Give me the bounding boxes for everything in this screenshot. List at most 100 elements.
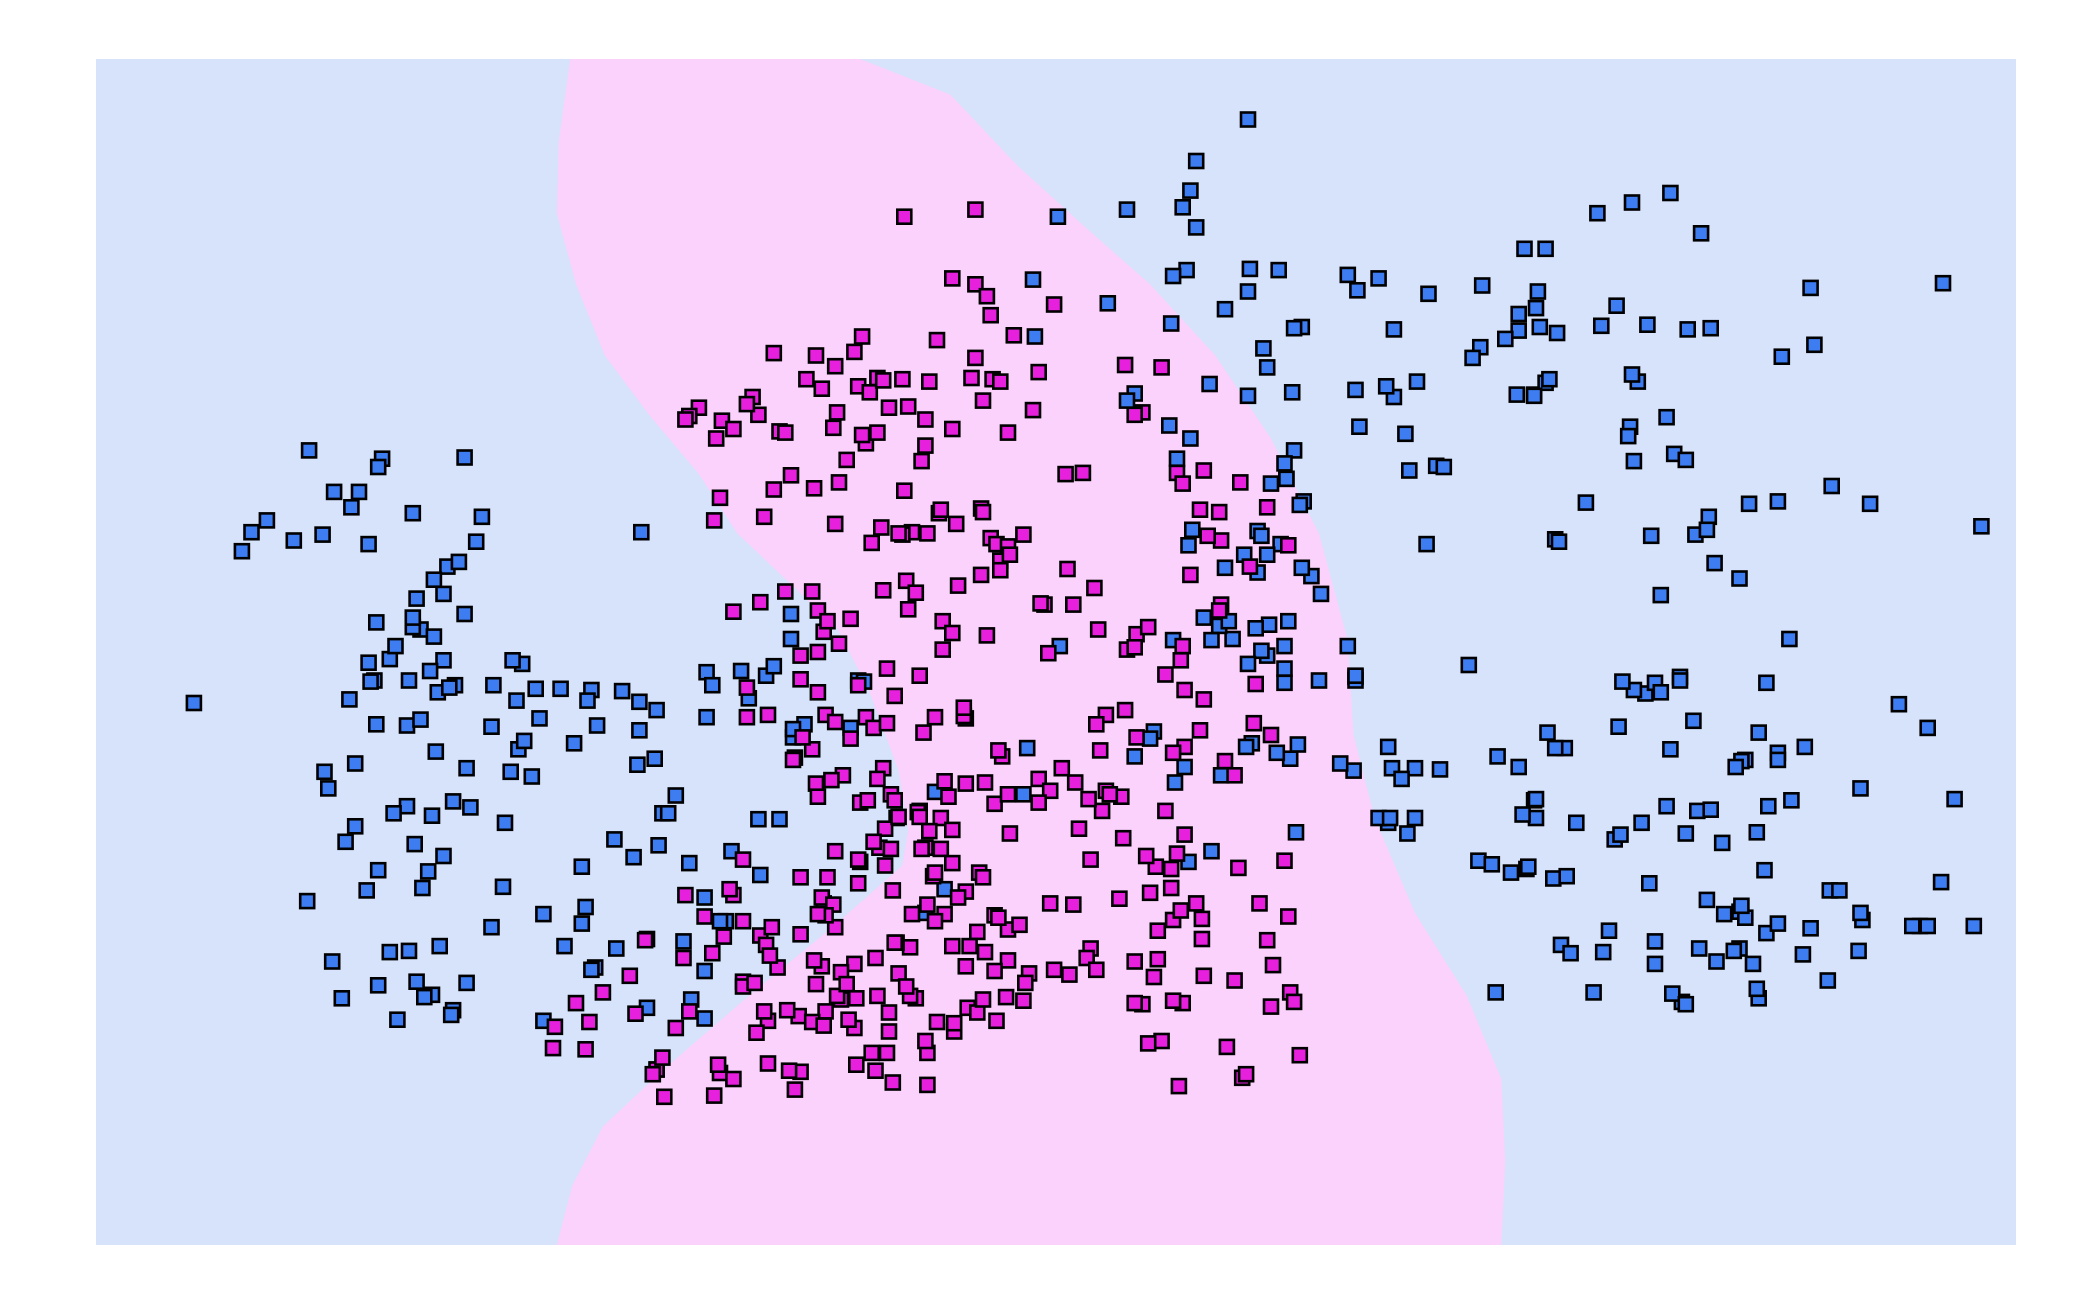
series-1-point-160	[988, 1012, 1005, 1030]
series-0-point-385	[350, 483, 368, 501]
series-1-point-79	[1216, 752, 1234, 770]
series-0-point-32	[1024, 271, 1042, 288]
series-0-point-185	[1965, 917, 1983, 935]
series-1-point-218	[748, 1024, 765, 1041]
series-1-point-261	[780, 1062, 798, 1079]
series-0-point-133	[1689, 802, 1706, 820]
series-0-point-273	[696, 962, 713, 980]
series-0-point-388	[258, 512, 276, 529]
series-0-point-141	[1527, 809, 1545, 827]
series-0-point-360	[316, 763, 333, 781]
series-0-point-277	[675, 933, 692, 950]
series-1-point-100	[1162, 879, 1180, 897]
series-1-point-97	[1162, 860, 1180, 878]
series-1-point-143	[1170, 1077, 1188, 1095]
series-0-point-61	[1347, 381, 1364, 399]
series-0-point-158	[1558, 867, 1575, 885]
series-1-point-346	[1001, 546, 1019, 564]
series-1-point-375	[874, 581, 892, 599]
series-1-point-48	[1015, 526, 1032, 543]
series-1-point-111	[1262, 998, 1280, 1015]
series-1-point-376	[899, 600, 917, 618]
series-1-point-333	[738, 679, 756, 696]
series-1-point-386	[1086, 579, 1103, 597]
series-0-point-76	[1276, 455, 1293, 472]
series-1-point-67	[1212, 532, 1230, 549]
series-0-point-236	[1406, 809, 1424, 827]
series-1-point-59	[1116, 356, 1134, 374]
series-1-point-203	[957, 957, 975, 975]
series-0-point-180	[1690, 940, 1708, 957]
series-1-point-335	[751, 593, 769, 611]
series-0-point-335	[398, 797, 416, 815]
series-0-point-169	[1819, 972, 1837, 989]
series-1-point-180	[917, 1032, 934, 1050]
series-1-point-192	[932, 840, 950, 858]
series-0-point-89	[1698, 521, 1716, 539]
series-1-point-301	[763, 918, 781, 936]
series-1-point-142	[1139, 1035, 1157, 1052]
series-1-point-69	[1182, 566, 1199, 584]
series-1-point-30	[917, 437, 934, 454]
series-0-point-331	[408, 973, 425, 991]
series-1-point-286	[882, 840, 900, 858]
series-1-point-228	[567, 994, 585, 1012]
series-0-point-202	[1260, 616, 1278, 634]
series-0-point-69	[1182, 430, 1199, 447]
series-1-point-352	[863, 534, 881, 552]
series-1-point-148	[1030, 770, 1047, 788]
series-0-point-181	[1698, 891, 1716, 909]
series-0-point-63	[1239, 387, 1257, 405]
series-0-point-162	[1708, 953, 1725, 970]
series-1-point-351	[872, 519, 890, 536]
series-0-point-137	[1546, 739, 1564, 757]
series-0-point-310	[462, 799, 479, 816]
series-1-point-21	[991, 373, 1009, 390]
series-1-point-314	[886, 791, 904, 809]
series-0-point-238	[1345, 762, 1362, 779]
series-0-point-33	[1026, 328, 1044, 345]
series-0-point-284	[588, 717, 606, 734]
series-0-point-127	[1769, 751, 1787, 769]
series-0-point-311	[502, 763, 520, 781]
series-1-point-182	[945, 1014, 963, 1032]
series-0-point-218	[1253, 642, 1270, 660]
series-0-point-164	[1831, 882, 1848, 899]
series-1-point-92	[1093, 802, 1111, 820]
series-0-point-116	[1796, 738, 1814, 756]
series-1-point-219	[680, 1003, 698, 1020]
series-1-point-385	[1089, 621, 1107, 638]
series-0-point-308	[398, 717, 416, 734]
series-1-point-151	[1001, 825, 1019, 842]
series-1-point-6	[1045, 296, 1063, 313]
series-1-point-225	[644, 1065, 662, 1083]
series-1-point-109	[1195, 967, 1213, 985]
series-1-point-220	[667, 1019, 685, 1037]
series-1-point-170	[817, 1003, 834, 1020]
series-0-point-101	[1312, 585, 1330, 603]
series-0-point-249	[1166, 774, 1184, 791]
series-0-point-146	[1715, 905, 1733, 923]
series-1-point-331	[792, 647, 809, 664]
series-0-point-19	[1662, 184, 1679, 202]
series-0-point-344	[369, 976, 387, 994]
series-1-point-248	[786, 1081, 804, 1098]
series-0-point-119	[1614, 673, 1631, 690]
series-0-point-203	[1280, 612, 1297, 630]
series-0-point-199	[1379, 738, 1397, 756]
series-1-point-216	[778, 1001, 796, 1019]
series-0-point-396	[425, 571, 443, 589]
series-1-point-382	[1040, 644, 1057, 662]
series-0-point-391	[243, 523, 260, 541]
series-1-point-26	[943, 420, 961, 438]
series-1-point-131	[1065, 896, 1082, 913]
series-0-point-262	[771, 810, 788, 828]
series-1-point-245	[725, 1070, 742, 1088]
series-1-point-71	[1210, 602, 1228, 619]
series-1-point-241	[655, 1088, 673, 1106]
series-1-point-306	[830, 635, 848, 653]
series-1-point-167	[847, 1056, 865, 1073]
series-0-point-354	[425, 628, 443, 645]
series-1-point-174	[847, 989, 865, 1007]
